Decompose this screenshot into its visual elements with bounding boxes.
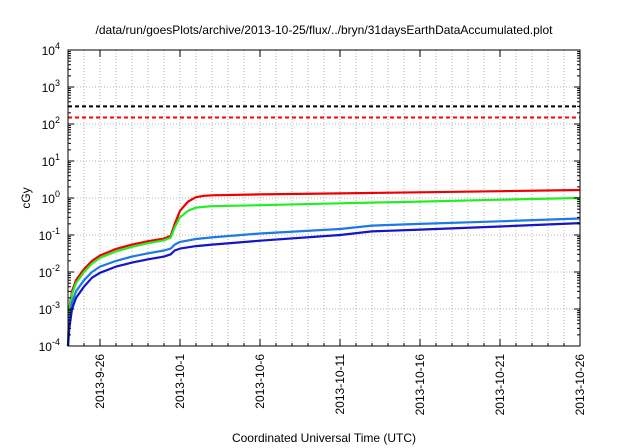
x-tick-label: 2013-10-1 [173,354,187,409]
y-tick-label: 104 [42,41,60,58]
x-tick-label: 2013-9-26 [93,354,107,409]
y-tick-label: 10-2 [39,263,60,280]
x-tick-label: 2013-10-21 [493,354,507,416]
y-tick-label: 10-3 [39,300,60,317]
series-line [66,196,581,347]
y-tick-label: 100 [42,189,60,206]
reference-lines [68,105,580,119]
x-tick-label: 2013-10-6 [253,354,267,409]
x-tick-label: 2013-10-11 [333,354,347,415]
y-tick-label: 101 [42,152,60,169]
x-tick-label: 2013-10-16 [413,354,427,416]
x-tick-labels: 2013-9-26 2013-10-1 2013-10-6 2013-10-11 201… [93,354,587,416]
x-axis-label: Coordinated Universal Time (UTC) [232,431,416,445]
series-line [66,217,581,347]
ticks [67,49,581,347]
series-layer [66,188,581,347]
y-tick-labels: 10-4 10-3 10-2 10-1 100 101 102 103 104 [39,41,60,354]
series-line [66,222,581,347]
chart-title: /data/run/goesPlots/archive/2013-10-25/f… [96,23,554,37]
x-tick-label: 2013-10-26 [573,354,587,416]
y-axis-label: cGy [19,187,33,208]
y-tick-label: 103 [42,78,60,95]
y-tick-label: 10-1 [39,226,60,243]
y-tick-label: 10-4 [39,337,60,354]
y-tick-label: 102 [42,115,60,132]
